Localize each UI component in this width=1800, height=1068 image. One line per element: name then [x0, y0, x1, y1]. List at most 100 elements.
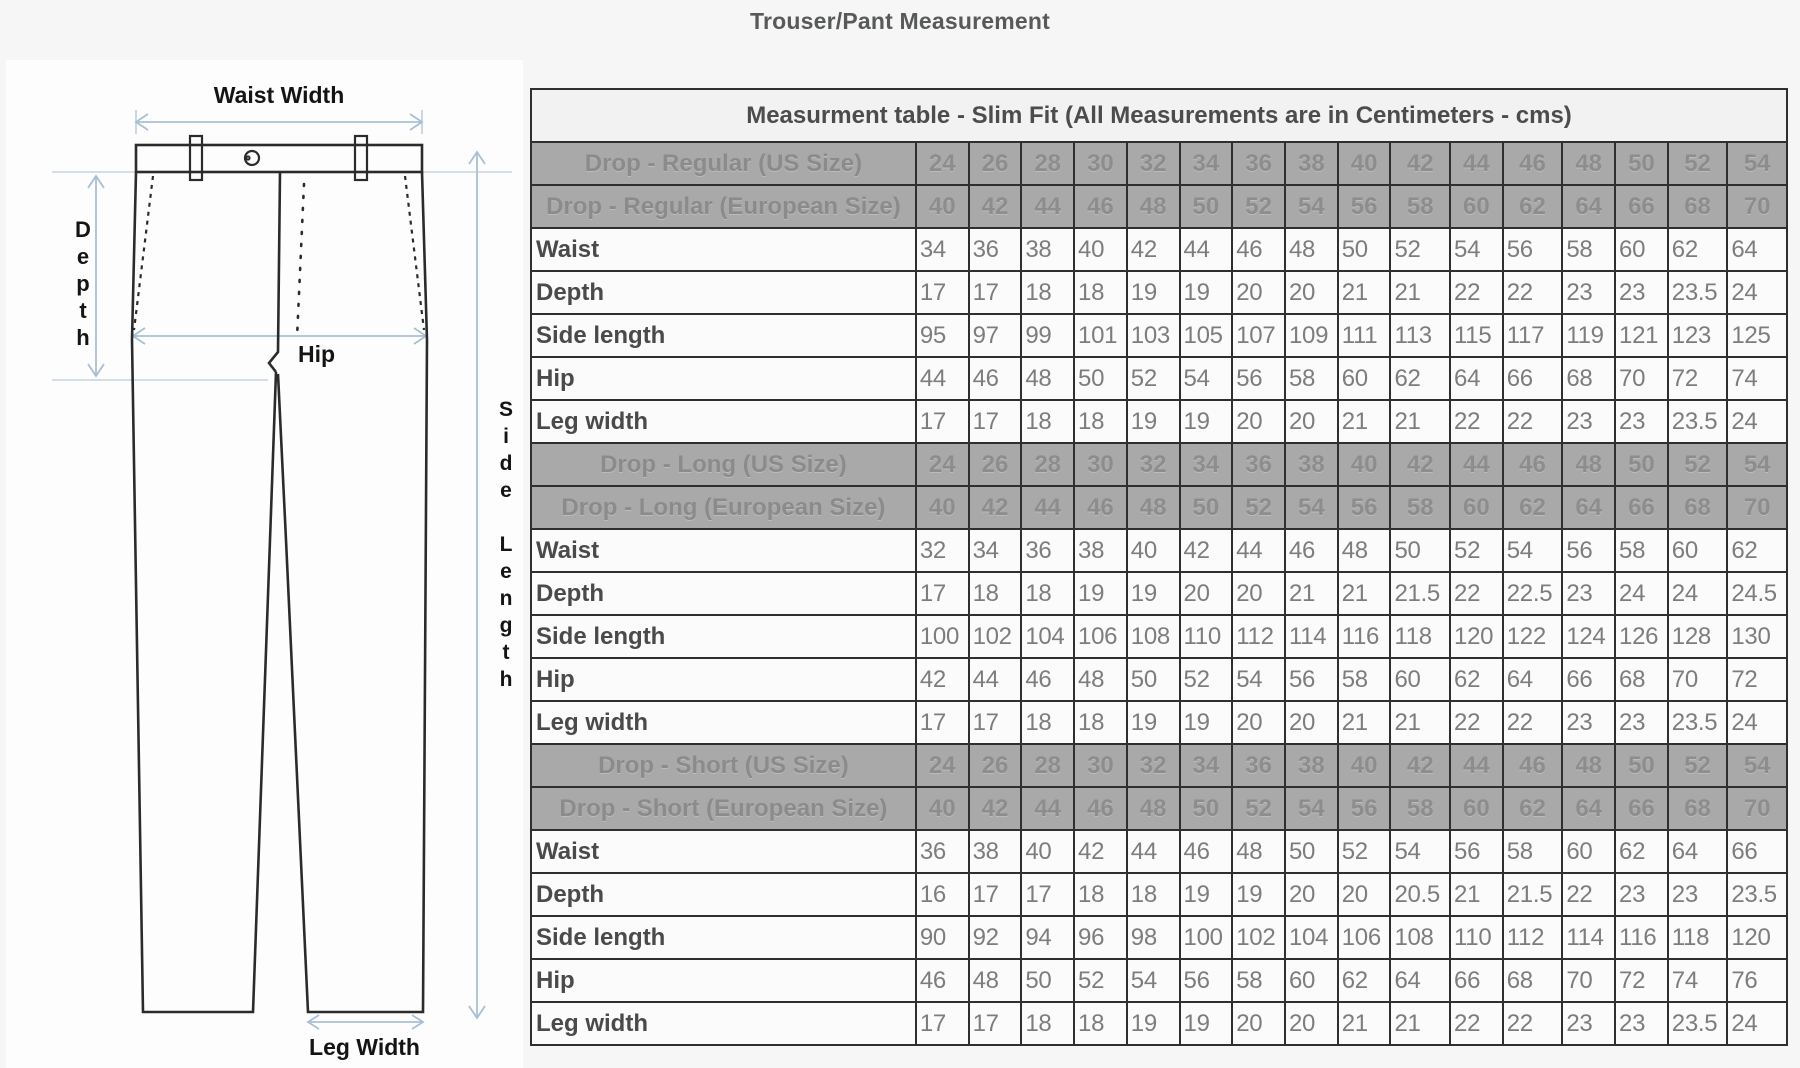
measurement-value-cell: 23	[1614, 270, 1669, 315]
waist-width-label: Waist Width	[213, 82, 345, 108]
size-value-cell: 40	[1336, 141, 1392, 186]
measurement-value-cell: 118	[1666, 915, 1729, 960]
size-value-cell: 50	[1178, 184, 1234, 229]
size-value-cell: 24	[914, 743, 970, 788]
measurement-row: Leg width 17 17 18 18 19 19 20 20 21 21 22 22 23 23 23.…	[530, 700, 1788, 745]
measurement-value-cell: 123	[1666, 313, 1729, 358]
measurement-value-cell: 23	[1614, 872, 1669, 917]
measurement-row-label: Leg width	[530, 399, 917, 444]
measurement-value-cell: 50	[1283, 829, 1339, 874]
size-value-cell: 44	[1449, 743, 1504, 788]
measurement-value-cell: 17	[1020, 872, 1076, 917]
measurement-value-cell: 17	[914, 399, 970, 444]
measurement-value-cell: 46	[914, 958, 970, 1003]
size-value-cell: 64	[1561, 786, 1617, 831]
size-value-cell: 38	[1283, 141, 1339, 186]
measurement-value-cell: 116	[1614, 915, 1669, 960]
measurement-value-cell: 23	[1561, 270, 1617, 315]
measurement-value-cell: 117	[1501, 313, 1564, 358]
size-value-cell: 54	[1726, 141, 1788, 186]
measurement-value-cell: 56	[1231, 356, 1286, 401]
measurement-value-cell: 46	[1178, 829, 1234, 874]
size-value-cell: 48	[1125, 786, 1181, 831]
measurement-value-cell: 24	[1614, 571, 1669, 616]
size-value-cell: 34	[1178, 141, 1234, 186]
measurement-value-cell: 22	[1501, 700, 1564, 745]
measurement-value-cell: 111	[1336, 313, 1392, 358]
size-value-cell: 32	[1125, 442, 1181, 487]
measurement-value-cell: 23.5	[1666, 270, 1729, 315]
measurement-value-cell: 23	[1561, 571, 1617, 616]
table-title: Measurment table - Slim Fit (All Measure…	[530, 88, 1788, 143]
size-header-label: Drop - Short (European Size)	[530, 786, 917, 831]
measurement-value-cell: 50	[1125, 657, 1181, 702]
measurement-value-cell: 113	[1389, 313, 1452, 358]
measurement-value-cell: 60	[1561, 829, 1617, 874]
measurement-value-cell: 16	[914, 872, 970, 917]
size-value-cell: 62	[1501, 786, 1564, 831]
measurement-value-cell: 66	[1449, 958, 1504, 1003]
measurement-value-cell: 96	[1073, 915, 1128, 960]
measurement-value-cell: 54	[1125, 958, 1181, 1003]
measurement-value-cell: 19	[1125, 1001, 1181, 1046]
measurement-value-cell: 20	[1231, 1001, 1286, 1046]
size-value-cell: 26	[967, 743, 1023, 788]
measurement-value-cell: 18	[1020, 700, 1076, 745]
measurement-value-cell: 54	[1389, 829, 1452, 874]
measurement-value-cell: 56	[1178, 958, 1234, 1003]
measurement-value-cell: 64	[1726, 227, 1788, 272]
crease-line	[295, 182, 306, 340]
measurement-value-cell: 34	[967, 528, 1023, 573]
measurement-value-cell: 20	[1283, 872, 1339, 917]
size-value-cell: 58	[1389, 485, 1452, 530]
measurement-value-cell: 18	[1020, 1001, 1076, 1046]
measurement-value-cell: 66	[1726, 829, 1788, 874]
measurement-row: Waist 34 36 38 40 42 44 46 48 50 52 54 56 58 60 62 64	[530, 227, 1788, 272]
size-value-cell: 52	[1231, 485, 1286, 530]
measurement-row: Leg width 17 17 18 18 19 19 20 20 21 21 22 22 23 23 23.…	[530, 399, 1788, 444]
measurement-row-label: Waist	[530, 528, 917, 573]
measurement-value-cell: 22	[1501, 270, 1564, 315]
measurement-row: Depth 17 17 18 18 19 19 20 20 21 21 22 22 23 23 23.5 24	[530, 270, 1788, 315]
measurement-value-cell: 21	[1389, 700, 1452, 745]
measurement-value-cell: 19	[1125, 700, 1181, 745]
measurement-value-cell: 70	[1561, 958, 1617, 1003]
size-value-cell: 42	[1389, 141, 1452, 186]
measurement-value-cell: 18	[1073, 399, 1128, 444]
measurement-value-cell: 74	[1666, 958, 1729, 1003]
measurement-value-cell: 62	[1666, 227, 1729, 272]
measurement-row: Side length 95 97 99 101 103 105 107 109 111 113 11…	[530, 313, 1788, 358]
measurement-value-cell: 46	[1283, 528, 1339, 573]
measurement-value-cell: 18	[1125, 872, 1181, 917]
leg-width-label: Leg Width	[309, 1034, 420, 1060]
measurement-value-cell: 17	[914, 700, 970, 745]
measurement-value-cell: 44	[967, 657, 1023, 702]
measurement-value-cell: 18	[1073, 1001, 1128, 1046]
size-value-cell: 24	[914, 442, 970, 487]
measurement-value-cell: 109	[1283, 313, 1339, 358]
measurement-value-cell: 64	[1666, 829, 1729, 874]
measurement-value-cell: 21	[1283, 571, 1339, 616]
measurement-value-cell: 101	[1073, 313, 1128, 358]
size-value-cell: 26	[967, 442, 1023, 487]
measurement-value-cell: 110	[1178, 614, 1234, 659]
measurement-value-cell: 36	[914, 829, 970, 874]
measurement-value-cell: 24	[1666, 571, 1729, 616]
measurement-value-cell: 19	[1073, 571, 1128, 616]
size-value-cell: 40	[914, 184, 970, 229]
measurement-table: Measurment table - Slim Fit (All Measure…	[530, 88, 1788, 1046]
measurement-value-cell: 21	[1336, 700, 1392, 745]
size-value-cell: 70	[1726, 184, 1788, 229]
size-value-cell: 64	[1561, 184, 1617, 229]
measurement-value-cell: 126	[1614, 614, 1669, 659]
measurement-row: Side length 100 102 104 106 108 110 112 114 116 11…	[530, 614, 1788, 659]
measurement-value-cell: 21	[1336, 571, 1392, 616]
trouser-diagram	[52, 110, 512, 1030]
measurement-value-cell: 46	[1231, 227, 1286, 272]
measurement-value-cell: 60	[1666, 528, 1729, 573]
measurement-value-cell: 46	[1020, 657, 1076, 702]
measurement-value-cell: 40	[1020, 829, 1076, 874]
side-length-arrow	[468, 150, 486, 1020]
size-value-cell: 52	[1666, 442, 1729, 487]
size-value-cell: 56	[1336, 184, 1392, 229]
